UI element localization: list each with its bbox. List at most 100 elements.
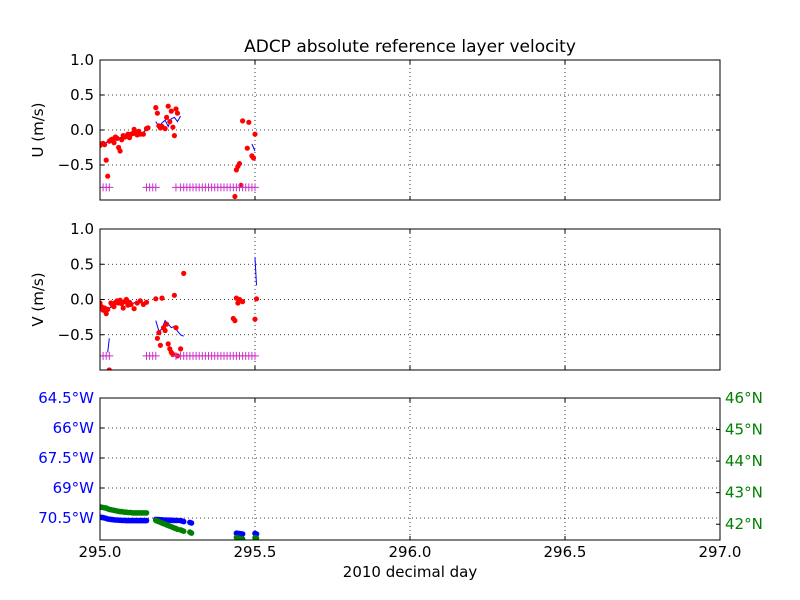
lon-point [143,517,150,524]
data-point [131,126,137,132]
y-axis-label: V (m/s) [29,272,47,326]
data-point [106,367,112,370]
data-point [103,157,109,163]
y-tick-label: 0.5 [70,255,94,273]
lon-tick-label: 69°W [53,479,95,497]
lat-point [253,535,260,540]
data-point [102,142,108,148]
lon-tick-label: 64.5°W [38,389,94,407]
lat-tick-label: 42°N [725,515,763,533]
data-point [105,306,111,312]
data-point [171,133,177,139]
y-axis-label: U (m/s) [29,103,47,158]
y-tick-label: −0.5 [58,156,94,174]
flag-marker [105,183,114,192]
data-point [236,161,243,167]
figure-title: ADCP absolute reference layer velocity [244,37,576,57]
data-point [154,110,160,116]
data-point [252,316,258,322]
data-point [250,155,257,161]
data-point [137,298,143,304]
data-series [100,504,260,540]
data-point [232,193,238,200]
plot-area: 1.0 0.5 0.0 −0.5 U (m/s) 1.0 0.5 0.0 −0.5 V (m/s)… [29,51,763,561]
data-point [157,342,163,348]
y-tick-label: 1.0 [70,220,94,238]
lat-point [239,536,246,540]
x-tick-label: 296.5 [544,543,587,561]
data-point [143,299,150,305]
data-point [173,106,179,112]
data-point [240,299,246,305]
data-point [111,304,117,310]
data-point [154,335,160,341]
data-series [100,257,260,370]
flag-marker [151,351,160,360]
data-point [174,110,181,116]
panel-position: 295.0 295.5 296.0 296.5 297.0 64.5°W 66°W 67.5°… [38,389,763,561]
y-tick-label: 0.0 [70,291,94,309]
x-tick-label: 295.0 [79,543,122,561]
data-point [171,292,177,298]
data-point [162,126,168,132]
lat-point [143,510,150,516]
data-point [244,145,250,151]
data-point [128,301,134,307]
data-point [131,306,137,312]
lon-point [188,520,195,526]
line-segment [107,338,110,353]
data-point [105,173,111,179]
y-tick-label: −0.5 [58,326,94,344]
data-point [246,119,252,125]
data-point [240,118,246,124]
flag-marker [251,351,259,360]
data-point [153,105,159,111]
data-point [162,327,168,334]
data-point [165,103,171,109]
line-segment [254,257,257,286]
y-tick-label: 0.0 [70,121,94,139]
data-point [117,148,123,154]
line-segment [251,143,256,152]
data-point [145,125,151,131]
y-tick-label: 0.5 [70,86,94,104]
data-point [156,330,162,336]
data-point [120,305,126,311]
data-point [159,295,165,301]
lat-tick-label: 45°N [725,421,763,439]
data-point [111,140,117,146]
data-point [164,114,170,120]
lat-tick-label: 46°N [725,389,763,407]
lon-point [180,518,187,525]
data-point [103,311,109,317]
data-point [173,325,179,331]
y-tick-label: 1.0 [70,51,94,69]
lat-point [188,530,195,536]
data-point [178,346,184,352]
data-point [140,131,146,137]
data-point [167,119,173,125]
data-point [232,318,238,324]
data-point [165,341,171,347]
x-tick-label: 296.0 [389,543,432,561]
x-axis-label: 2010 decimal day [343,563,478,581]
data-point [168,108,174,114]
x-tick-label: 297.0 [699,543,742,561]
data-point [114,135,120,141]
data-point [170,124,176,130]
data-series [100,103,259,200]
flag-marker [251,183,259,192]
lat-tick-label: 44°N [725,452,763,470]
data-point [153,296,159,302]
panel-v: 1.0 0.5 0.0 −0.5 V (m/s) [29,220,721,371]
data-point [164,321,170,327]
data-point [253,296,260,302]
lat-tick-label: 43°N [725,484,763,502]
panel-u: 1.0 0.5 0.0 −0.5 U (m/s) [29,51,721,201]
lon-point [239,531,246,537]
x-tick-label: 295.5 [234,543,277,561]
data-point [181,270,187,276]
lat-point [180,528,187,534]
panel-frame [99,228,721,371]
